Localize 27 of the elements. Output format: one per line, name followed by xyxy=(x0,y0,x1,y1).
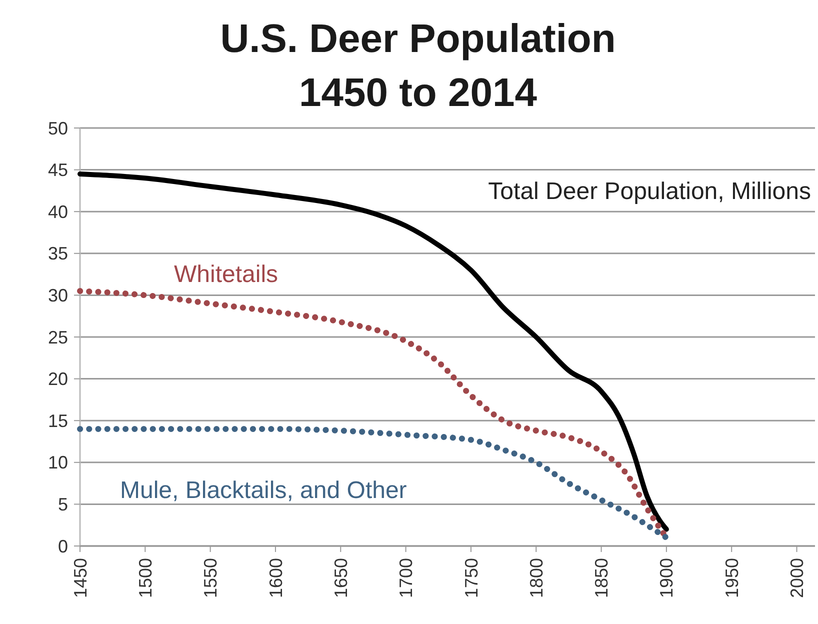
y-tick-label: 45 xyxy=(48,160,68,180)
x-tick-label: 1850 xyxy=(592,558,612,598)
x-tick-label: 1600 xyxy=(266,558,286,598)
y-tick-label: 25 xyxy=(48,327,68,348)
y-tick-label: 20 xyxy=(48,369,68,390)
x-tick-label: 1750 xyxy=(461,558,482,598)
y-tick-label: 40 xyxy=(48,202,68,222)
x-tick-label: 1550 xyxy=(200,558,221,598)
x-tick-label: 1700 xyxy=(396,558,416,598)
y-tick-label: 35 xyxy=(48,244,68,264)
x-tick-label: 1500 xyxy=(135,558,156,598)
y-tick-label: 10 xyxy=(48,452,68,473)
text: Total Deer Population, Millions xyxy=(488,178,811,205)
y-tick-label: 30 xyxy=(48,286,68,306)
x-tick-label: 1900 xyxy=(656,558,677,598)
series-label: Mule, Blacktails, and Other xyxy=(120,477,407,504)
series-label: Whitetails xyxy=(174,261,278,288)
chart-title: U.S. Deer Population 1450 to 2014 xyxy=(220,17,616,115)
x-tick-label: 1800 xyxy=(526,558,546,598)
x-tick-label: 2000 xyxy=(787,558,808,598)
y-tick-label: 5 xyxy=(58,494,68,514)
x-tick-label: 1450 xyxy=(70,558,90,598)
y-tick-label: 0 xyxy=(58,536,68,556)
x-tick-label: 1650 xyxy=(330,558,351,598)
y-tick-label: 15 xyxy=(48,410,68,431)
x-tick-label: 1950 xyxy=(722,558,742,598)
y-tick-label: 50 xyxy=(48,118,68,138)
